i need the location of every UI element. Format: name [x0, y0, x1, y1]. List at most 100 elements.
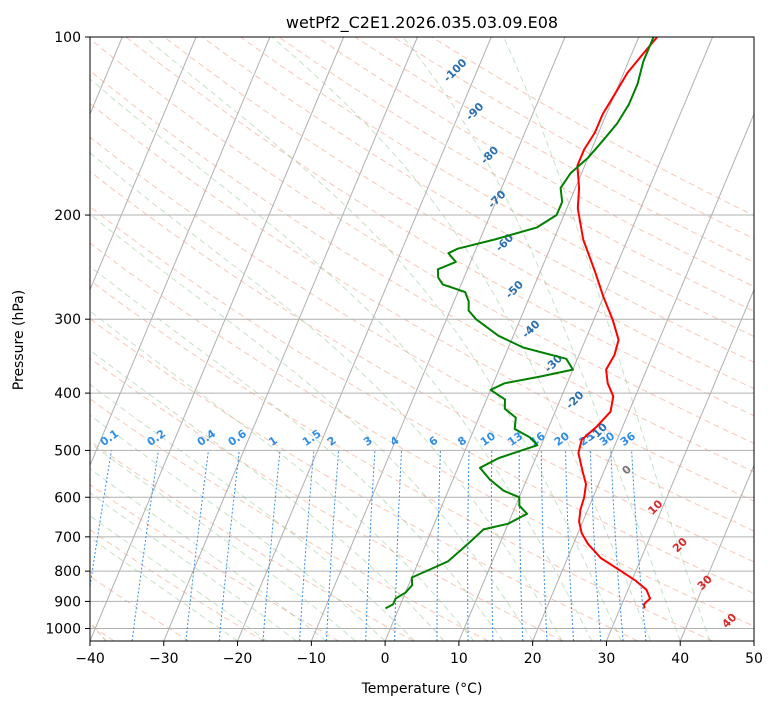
dry-adiabat-line	[90, 206, 754, 595]
x-axis-ticks: −40 −30 −20 −10 0 10 20 30 40 50	[75, 641, 763, 667]
mixing-ratio-label: 36	[618, 429, 638, 449]
sounding-series	[385, 37, 658, 610]
dry-adiabat-line	[90, 575, 190, 641]
plot-frame	[89, 36, 755, 642]
mixing-ratio-line	[218, 450, 240, 641]
x-tick-label: 50	[745, 651, 763, 667]
dry-adiabat-label: 30	[695, 572, 715, 592]
x-tick-label: 10	[450, 651, 468, 667]
isotherm-line	[310, 37, 566, 641]
mixing-ratio-label: 0.2	[145, 427, 168, 449]
dry-adiabat-label: 10	[645, 497, 665, 517]
dry-adiabat-label: -80	[478, 143, 501, 166]
mixing-ratio-label: 0.1	[98, 427, 121, 449]
y-tick-label: 400	[54, 386, 81, 402]
y-tick-label: 600	[54, 490, 81, 506]
y-axis-label: Pressure (hPa)	[11, 290, 27, 390]
dry-adiabat-line	[90, 242, 754, 627]
x-tick-label: 40	[671, 651, 689, 667]
mixing-ratio-label: 3	[361, 434, 375, 449]
dewpoint-line	[385, 37, 655, 610]
dry-adiabat-label: -100	[441, 56, 470, 85]
mixing-ratio-label: 1	[266, 434, 280, 449]
chart-title: wetPf2_C2E1.2026.035.03.09.E08	[286, 13, 558, 33]
dry-adiabat-line	[90, 440, 414, 641]
dry-adiabat-line	[90, 170, 754, 563]
dry-adiabat-line	[240, 37, 754, 338]
mixing-ratio-line	[589, 450, 602, 641]
mixing-ratio-line	[185, 450, 209, 641]
isotherm-line	[237, 37, 492, 641]
moist-adiabat-line	[90, 515, 268, 641]
x-tick-label: −30	[149, 651, 179, 667]
y-tick-label: 500	[54, 443, 81, 459]
y-tick-label: 100	[54, 30, 81, 46]
mixing-ratio-line	[131, 450, 159, 641]
x-tick-label: 30	[598, 651, 616, 667]
dry-adiabat-line	[90, 357, 564, 641]
x-tick-label: 20	[524, 651, 542, 667]
isotherm-line	[90, 37, 345, 641]
dry-adiabat-label: 40	[719, 611, 739, 631]
background-lines	[90, 37, 754, 641]
grid-lines	[90, 37, 754, 641]
isotherm-line	[163, 37, 418, 641]
dry-adiabat-line	[90, 529, 265, 641]
mixing-ratio-line	[365, 450, 376, 641]
moist-adiabat-line	[90, 78, 593, 641]
moist-adiabat-line	[271, 37, 652, 641]
moist-adiabat-line	[144, 37, 622, 641]
moist-adiabat-line	[90, 213, 534, 641]
x-tick-label: −20	[223, 651, 253, 667]
moist-adiabat-line	[90, 442, 356, 641]
moist-adiabat-line	[90, 310, 474, 641]
isotherm-line	[90, 37, 271, 467]
mixing-ratio-label: 6	[427, 434, 441, 449]
mixing-ratio-line	[90, 450, 112, 590]
y-axis-ticks: 100 200 300 400 500 600 700 800 900 1000	[45, 30, 90, 637]
isotherm-line	[384, 37, 640, 641]
moist-adiabat-line	[90, 265, 504, 641]
dry-adiabat-line	[90, 136, 754, 532]
dry-adiabat-line	[90, 318, 639, 641]
mixing-ratio-line	[518, 450, 524, 641]
y-tick-label: 300	[54, 312, 81, 328]
moist-adiabat-line	[90, 468, 327, 641]
isotherm-line	[90, 37, 197, 291]
moist-adiabat-line	[503, 37, 711, 641]
moist-adiabat-line	[90, 152, 563, 641]
mixing-ratio-line	[299, 450, 315, 641]
moist-adiabat-line	[90, 536, 238, 641]
mixing-ratio-line	[490, 450, 494, 641]
x-tick-label: −10	[297, 651, 327, 667]
dry-adiabat-line	[202, 37, 754, 363]
x-tick-label: 0	[381, 651, 390, 667]
mixing-ratio-line	[394, 450, 402, 641]
isotherm-line	[605, 288, 754, 641]
isotherm-line	[753, 639, 754, 641]
dry-adiabat-label: -70	[485, 188, 508, 211]
dry-adiabat-line	[354, 37, 754, 263]
y-tick-label: 700	[54, 530, 81, 546]
moist-adiabat-line	[90, 349, 445, 641]
isotherm-line	[458, 37, 714, 641]
dry-adiabat-line	[431, 37, 754, 217]
dry-adiabat-line	[316, 37, 754, 288]
isotherm-line	[679, 464, 754, 641]
moist-adiabat-line	[402, 37, 681, 641]
y-tick-label: 900	[54, 594, 81, 610]
mixing-ratio-line	[436, 450, 441, 641]
dry-adiabat-label: -90	[463, 100, 486, 123]
dry-adiabat-line	[90, 484, 339, 641]
dry-adiabat-label: -20	[563, 388, 586, 411]
isotherm-line	[532, 112, 754, 641]
x-axis-label: Temperature (°C)	[361, 681, 483, 697]
x-tick-label: −40	[75, 651, 105, 667]
dry-adiabat-line	[90, 70, 754, 473]
temperature-line	[576, 37, 658, 609]
y-tick-label: 800	[54, 564, 81, 580]
dry-adiabat-label: -40	[519, 317, 542, 340]
y-tick-label: 1000	[45, 621, 81, 637]
